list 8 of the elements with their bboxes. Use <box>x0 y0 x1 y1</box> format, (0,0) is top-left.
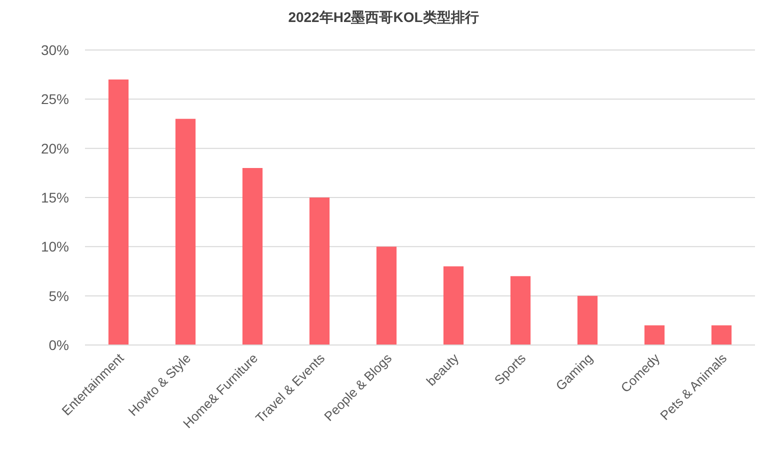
title: 2022年H2墨西哥KOL类型排行 <box>288 9 479 25</box>
ytick: 0% <box>48 337 69 353</box>
ytick: 20% <box>40 140 69 156</box>
ytick: 5% <box>48 288 69 304</box>
ytick: 15% <box>40 190 69 206</box>
ytick: 30% <box>40 42 69 58</box>
ytick: 10% <box>40 238 69 255</box>
ytick: 25% <box>40 91 69 108</box>
